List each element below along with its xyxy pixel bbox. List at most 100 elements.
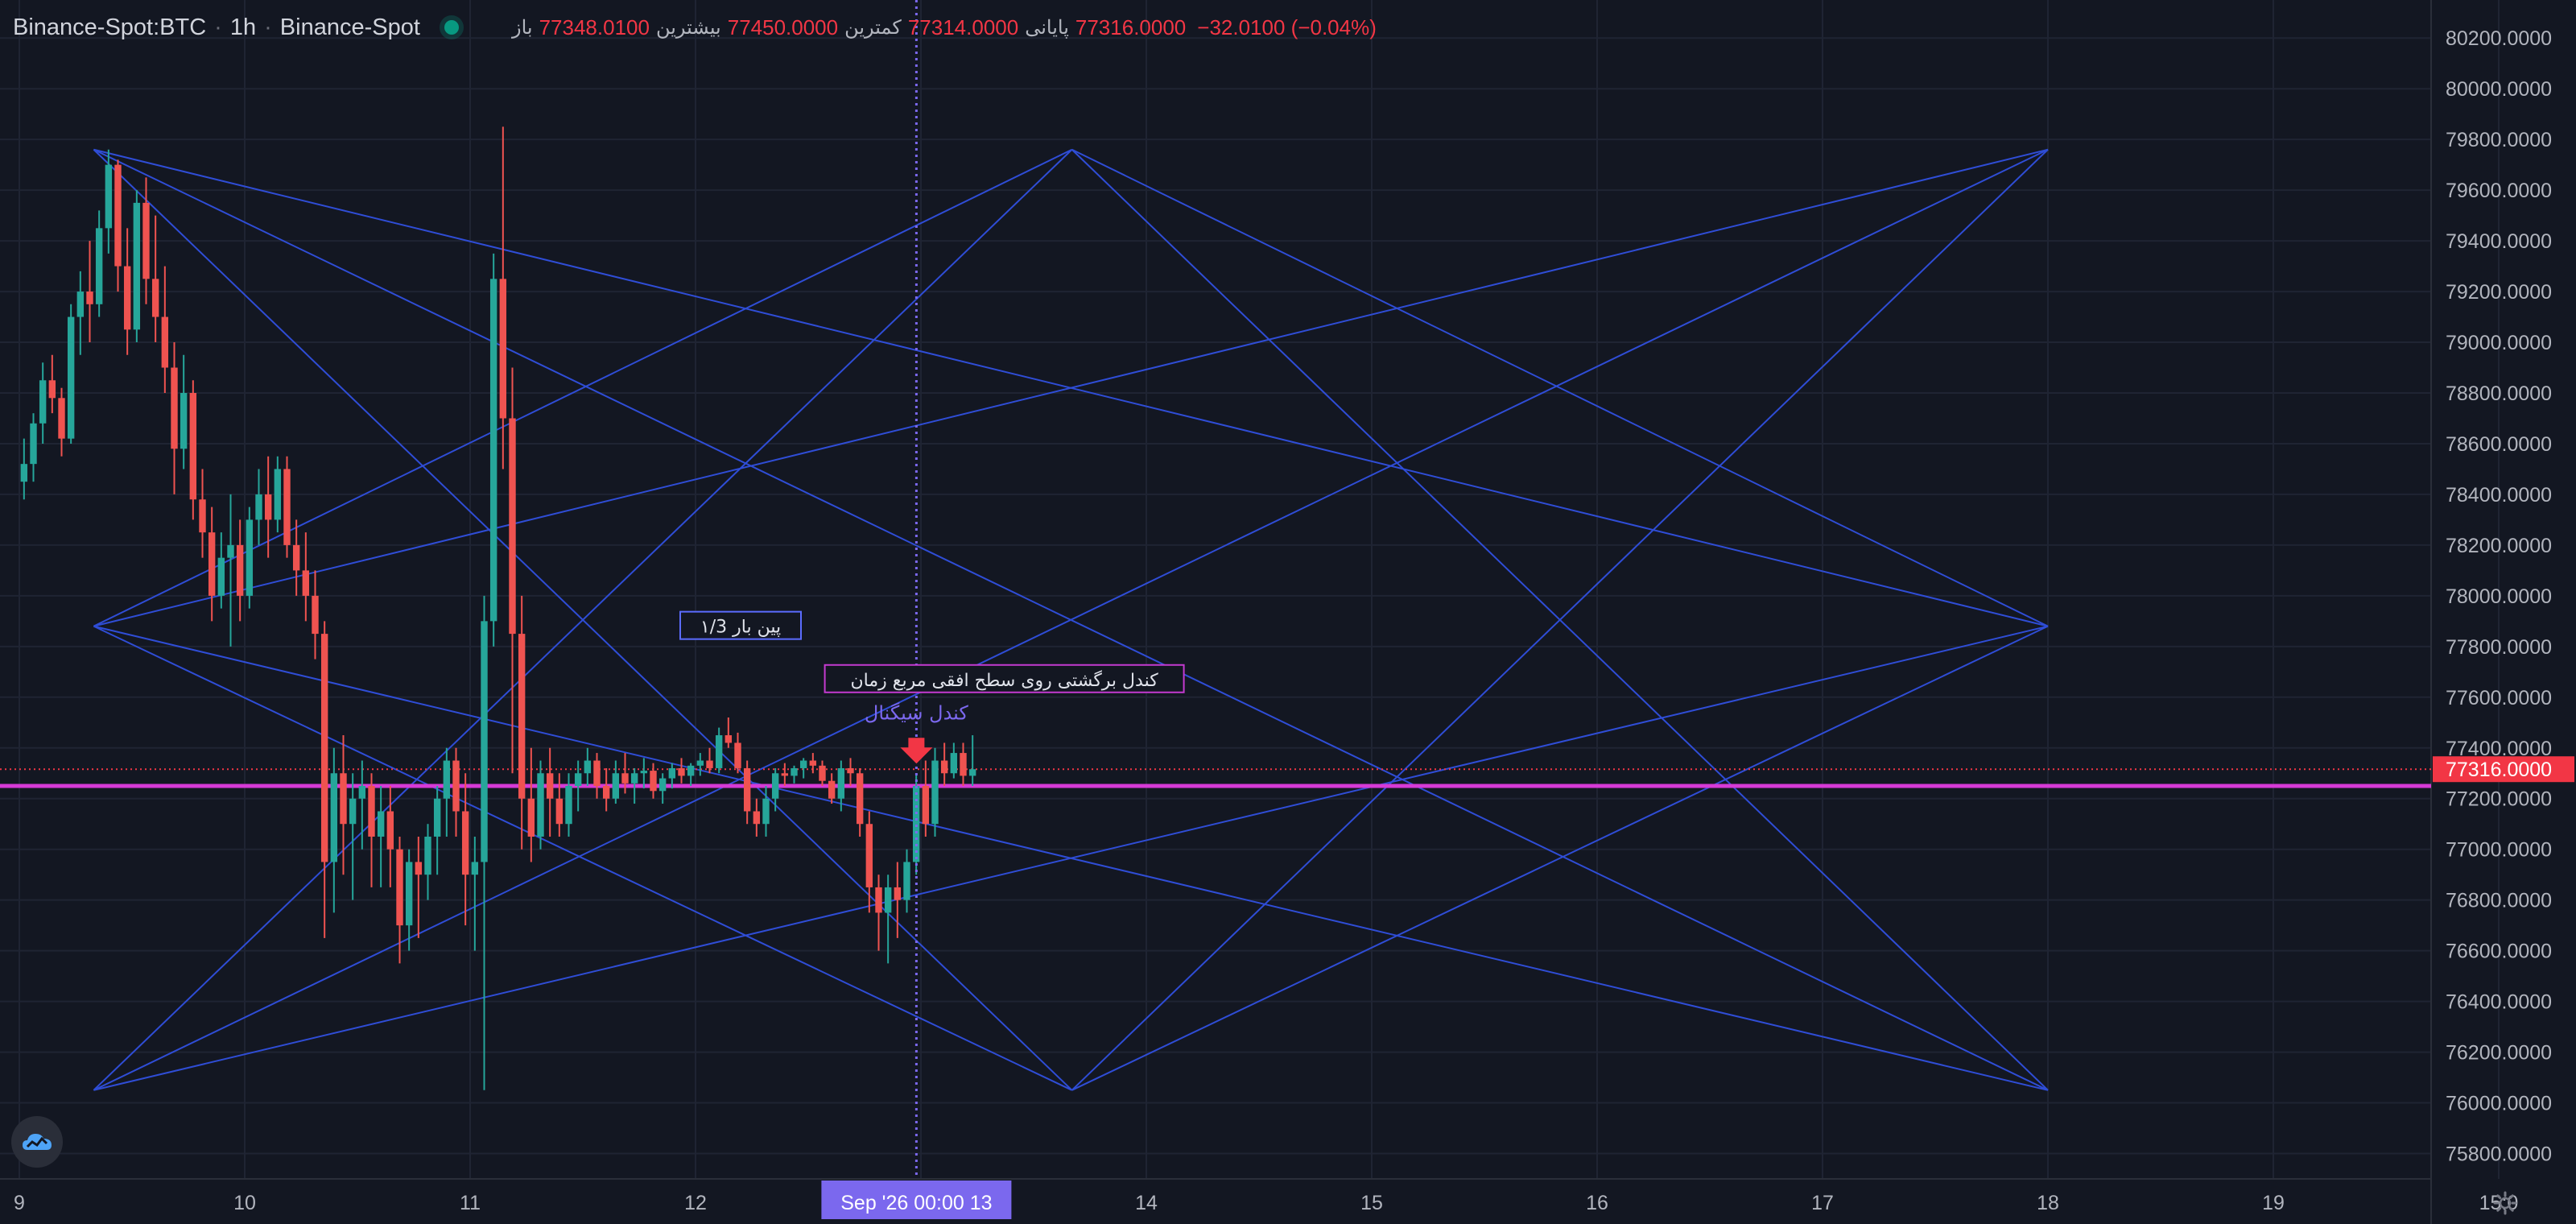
candle-body[interactable] <box>658 778 667 792</box>
candle-body[interactable] <box>650 771 657 792</box>
candle-body[interactable] <box>274 469 282 520</box>
candle-body[interactable] <box>546 773 554 799</box>
candle-body[interactable] <box>330 773 338 862</box>
logo-icon[interactable] <box>11 1116 63 1168</box>
candle-body[interactable] <box>931 760 939 825</box>
candle-body[interactable] <box>461 811 469 875</box>
candle-body[interactable] <box>678 767 685 776</box>
candle-body[interactable] <box>246 519 254 596</box>
candle-body[interactable] <box>847 767 854 774</box>
candle-body[interactable] <box>912 786 920 862</box>
candle-body[interactable] <box>584 760 592 774</box>
candle-body[interactable] <box>114 164 122 267</box>
candle-body[interactable] <box>217 557 225 596</box>
candle-body[interactable] <box>255 494 262 520</box>
candle-body[interactable] <box>405 862 413 926</box>
candle-body[interactable] <box>960 753 967 776</box>
annotation-box[interactable] <box>824 664 1185 693</box>
candle-body[interactable] <box>171 367 178 449</box>
candle-body[interactable] <box>940 760 948 774</box>
candle-body[interactable] <box>452 760 460 812</box>
candle-body[interactable] <box>189 393 197 500</box>
candle-body[interactable] <box>424 836 431 875</box>
candle-body[interactable] <box>386 811 394 850</box>
candle-body[interactable] <box>20 464 28 482</box>
candle-body[interactable] <box>715 735 723 768</box>
candle-body[interactable] <box>771 773 779 799</box>
candle-body[interactable] <box>809 760 817 766</box>
candle-body[interactable] <box>537 773 544 837</box>
candle-body[interactable] <box>208 532 216 596</box>
candle-body[interactable] <box>86 292 93 304</box>
trend-line[interactable] <box>93 148 2049 1091</box>
trend-line[interactable] <box>1071 148 2049 627</box>
candle-body[interactable] <box>123 266 131 330</box>
trend-line[interactable] <box>93 625 1073 1091</box>
symbol-header[interactable]: Binance-Spot:BTC · 1h · Binance-Spot <box>13 11 459 43</box>
candle-body[interactable] <box>433 798 441 837</box>
candle-body[interactable] <box>236 544 244 596</box>
last-price-badge[interactable] <box>2433 756 2574 783</box>
candle-body[interactable] <box>791 767 798 776</box>
plot-area[interactable] <box>0 0 2431 1179</box>
candle-body[interactable] <box>312 595 319 635</box>
candle-body[interactable] <box>856 773 864 825</box>
candle-body[interactable] <box>264 494 272 520</box>
annotation-box[interactable] <box>679 610 802 640</box>
candle-body[interactable] <box>471 862 479 875</box>
candle-body[interactable] <box>283 469 291 545</box>
candle-body[interactable] <box>396 849 403 926</box>
candle-body[interactable] <box>828 780 836 799</box>
candle-body[interactable] <box>349 798 357 825</box>
candle-body[interactable] <box>377 811 385 837</box>
candle-body[interactable] <box>743 767 751 812</box>
candle-body[interactable] <box>302 570 310 596</box>
candle-body[interactable] <box>602 786 610 799</box>
trend-line[interactable] <box>1071 149 2049 1091</box>
candle-body[interactable] <box>574 773 582 786</box>
candle-body[interactable] <box>415 862 423 875</box>
candle-body[interactable] <box>509 418 516 635</box>
candle-body[interactable] <box>161 316 169 368</box>
candle-body[interactable] <box>687 765 695 776</box>
candle-body[interactable] <box>734 742 741 768</box>
candle-body[interactable] <box>865 824 873 887</box>
candle-body[interactable] <box>762 798 770 825</box>
settings-gear-icon[interactable] <box>2489 1187 2521 1219</box>
candle-body[interactable] <box>753 811 761 825</box>
market-status-icon[interactable] <box>444 20 459 35</box>
candle-body[interactable] <box>630 773 638 784</box>
interval-label[interactable]: 1h <box>229 14 257 40</box>
candle-body[interactable] <box>968 769 976 776</box>
candle-body[interactable] <box>499 279 507 419</box>
annotation-label[interactable]: کندل سیگنال <box>865 702 969 725</box>
candle-body[interactable] <box>133 202 141 330</box>
candle-body[interactable] <box>950 753 958 774</box>
candle-body[interactable] <box>320 634 328 862</box>
candle-body[interactable] <box>565 786 572 825</box>
candle-body[interactable] <box>227 544 234 558</box>
trend-line[interactable] <box>93 625 2049 1091</box>
candle-body[interactable] <box>668 767 676 779</box>
candle-body[interactable] <box>903 862 910 900</box>
candle-body[interactable] <box>180 393 188 449</box>
candle-body[interactable] <box>819 765 826 781</box>
candle-body[interactable] <box>894 887 902 900</box>
trend-line[interactable] <box>93 148 1073 627</box>
candle-body[interactable] <box>706 760 713 768</box>
candle-body[interactable] <box>640 771 648 774</box>
candle-body[interactable] <box>292 544 300 571</box>
candle-body[interactable] <box>555 798 564 825</box>
candle-body[interactable] <box>67 316 75 439</box>
candle-body[interactable] <box>612 773 620 799</box>
candle-body[interactable] <box>781 773 789 776</box>
candle-body[interactable] <box>799 760 807 768</box>
candle-body[interactable] <box>142 202 150 279</box>
candle-body[interactable] <box>105 164 113 229</box>
candle-body[interactable] <box>358 786 366 799</box>
candle-body[interactable] <box>443 760 451 799</box>
candle-body[interactable] <box>39 380 47 424</box>
candle-body[interactable] <box>48 380 56 399</box>
candle-body[interactable] <box>724 735 733 743</box>
